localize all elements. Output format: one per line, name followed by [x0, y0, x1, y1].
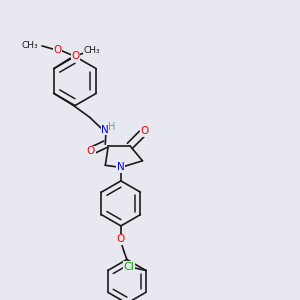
Text: O: O [53, 45, 62, 56]
Text: N: N [101, 125, 109, 135]
Text: O: O [117, 234, 125, 244]
Text: CH₃: CH₃ [22, 40, 38, 50]
Text: CH₃: CH₃ [83, 46, 100, 55]
Text: O: O [140, 126, 148, 136]
Text: O: O [71, 51, 80, 61]
Text: H: H [108, 122, 116, 132]
Text: O: O [87, 146, 95, 156]
Text: N: N [117, 162, 125, 172]
Text: Cl: Cl [123, 262, 134, 272]
